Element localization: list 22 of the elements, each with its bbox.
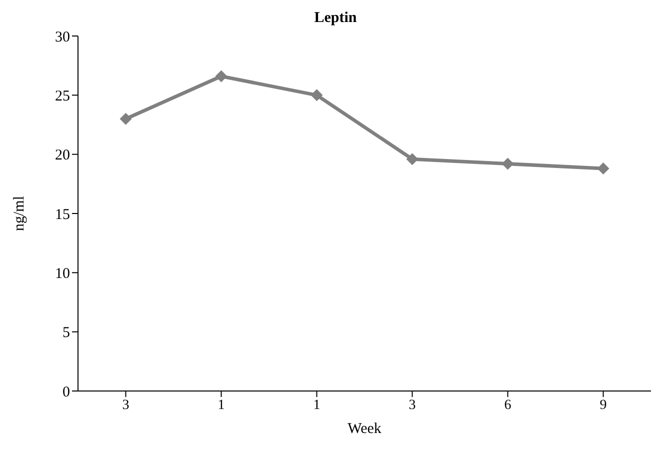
y-tick-label: 5 bbox=[62, 325, 70, 342]
y-tick-label: 30 bbox=[55, 29, 70, 46]
y-tick-label: 20 bbox=[55, 148, 70, 164]
point bbox=[406, 153, 418, 166]
point bbox=[597, 162, 610, 175]
x-tick-label: 3 bbox=[122, 398, 130, 413]
y-tick-label: 25 bbox=[55, 88, 70, 104]
y-axis-title: ng/ml bbox=[11, 196, 28, 232]
y-tick-label: 15 bbox=[55, 206, 70, 223]
x-axis-title: Week bbox=[348, 421, 382, 437]
point bbox=[215, 70, 228, 82]
x-tick-label: 6 bbox=[504, 398, 512, 413]
y-tick-label: 0 bbox=[62, 384, 70, 400]
point bbox=[120, 112, 132, 125]
chart-title: Leptin bbox=[313, 10, 358, 27]
x-tick-label: 3 bbox=[408, 398, 416, 413]
point bbox=[310, 89, 323, 102]
x-tick-label: 1 bbox=[313, 398, 320, 413]
x-tick-label: 9 bbox=[600, 398, 607, 413]
y-tick-label: 10 bbox=[55, 266, 70, 282]
point bbox=[502, 158, 514, 170]
x-tick-label: 1 bbox=[218, 398, 225, 413]
